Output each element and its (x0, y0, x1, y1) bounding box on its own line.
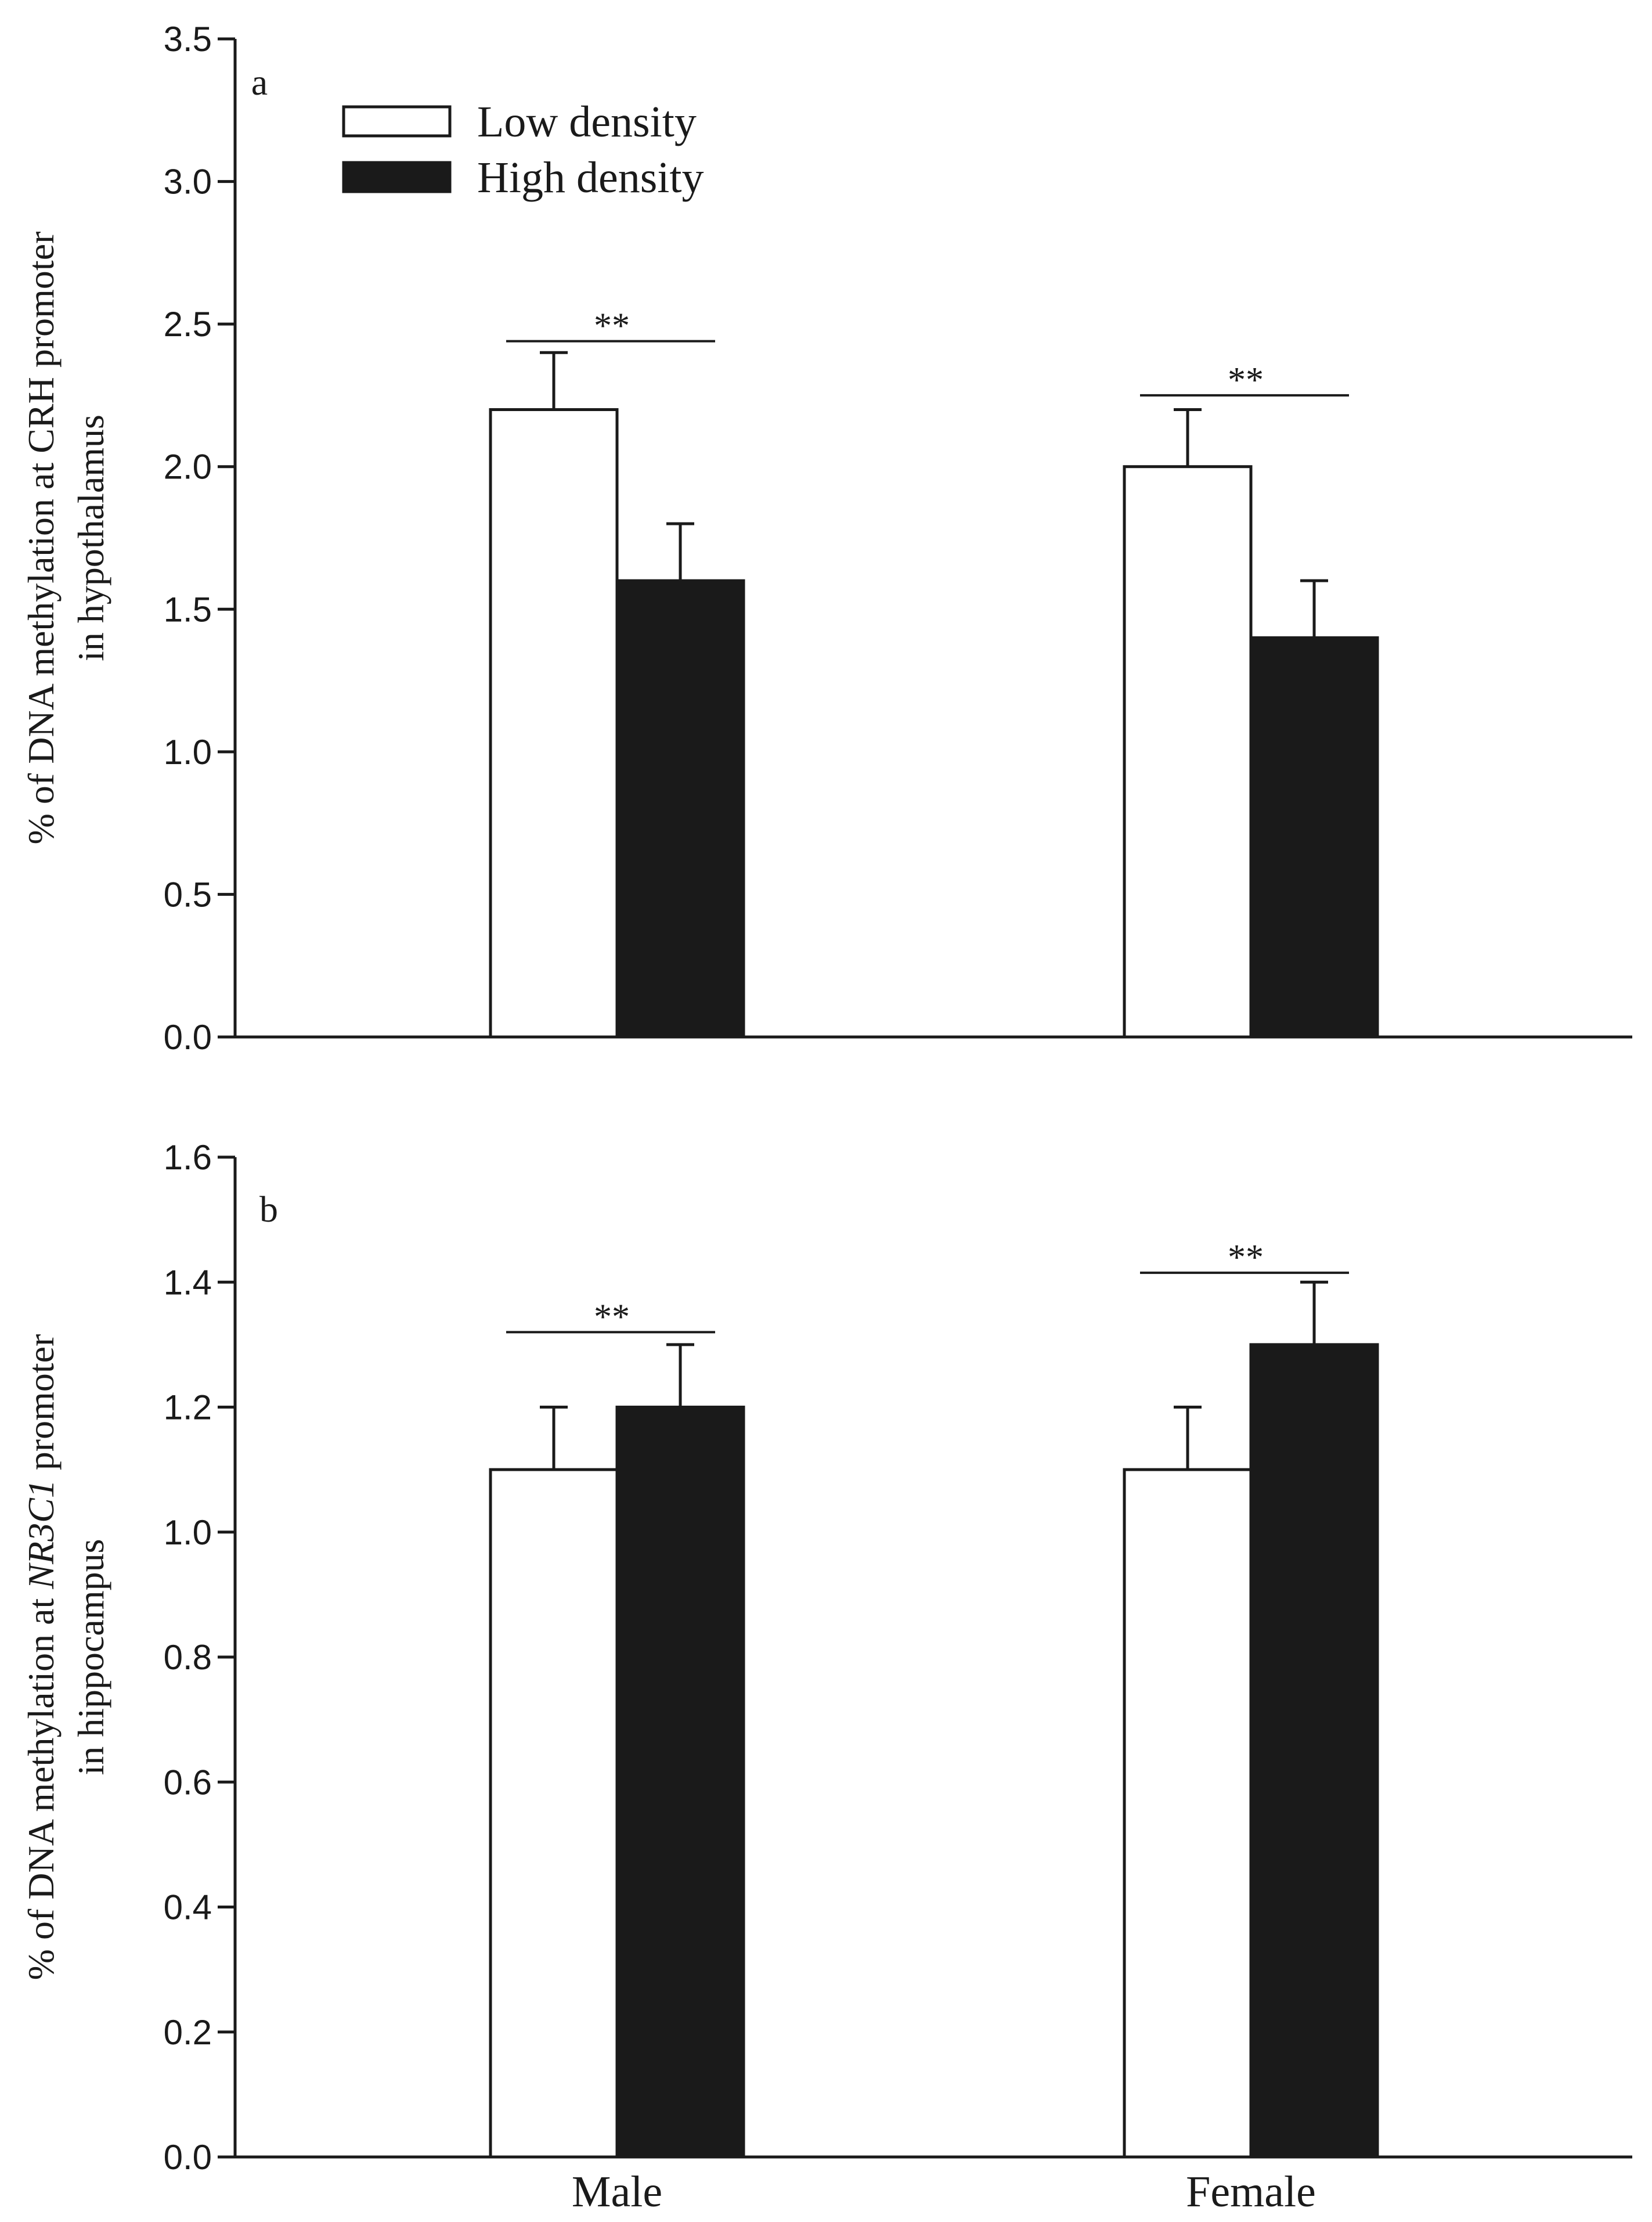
p0-y-tick-label: 0.5 (164, 875, 212, 914)
p0-y-axis-label-segment: in hypothalamus (70, 415, 111, 661)
p0-y-tick-label: 1.0 (164, 733, 212, 772)
p0-y-axis-label-line: in hypothalamus (70, 415, 111, 661)
p1-y-tick-label: 1.0 (164, 1513, 212, 1552)
p0-bar-male-high-density (615, 579, 745, 1039)
p1-y-axis-label-segment: NR3C1 (20, 1479, 62, 1589)
p1-y-tick-label: 1.4 (164, 1263, 212, 1302)
p0-y-tick-label: 1.5 (164, 590, 212, 629)
p0-y-tick-label: 0.0 (164, 1018, 212, 1057)
p0-y-tick-label: 2.0 (164, 448, 212, 487)
p1-y-axis-label-segment: promoter (20, 1334, 62, 1480)
p0-legend-label: Low density (477, 98, 697, 146)
p1-y-axis-label-segment: in hippocampus (70, 1539, 111, 1775)
p0-y-axis-label-segment: % of DNA methylation at CRH promoter (20, 232, 62, 845)
p0-bar-female-low-density (1123, 465, 1253, 1039)
p1-y-tick-label: 0.6 (164, 1763, 212, 1802)
p1-y-axis-label-segment: % of DNA methylation at (20, 1589, 62, 1980)
p0-legend-swatch (342, 105, 452, 138)
p0-y-axis-label-line: % of DNA methylation at CRH promoter (20, 232, 62, 845)
p1-bar-male-high-density (615, 1406, 745, 2159)
p1-y-tick-label: 0.0 (164, 2138, 212, 2177)
p1-bar-female-high-density (1249, 1343, 1379, 2159)
p1-bar-female-low-density (1123, 1468, 1253, 2159)
panel-b: 0.0 0.2 0.4 0.6 0.8 1.0 1.2 1.4 1.6 % of DNA meth… (20, 1138, 1632, 2216)
panel-a: 0.0 0.5 1.0 1.5 2.0 2.5 3.0 3.5 % of DNA methyla… (20, 20, 1632, 1057)
p1-panel-label: b (259, 1189, 278, 1230)
p1-significance-label: ** (1228, 1238, 1264, 1277)
p1-significance-label: ** (594, 1297, 630, 1337)
p0-legend: Low density High density (342, 98, 704, 202)
p0-significance-label: ** (594, 307, 630, 346)
p1-bar-male-low-density (489, 1468, 619, 2159)
p0-legend-label: High density (477, 153, 704, 202)
p1-y-tick-label: 1.2 (164, 1388, 212, 1427)
p1-category-label: Female (1186, 2167, 1316, 2216)
p1-y-tick-label: 0.8 (164, 1638, 212, 1677)
p0-bar-female-high-density (1249, 636, 1379, 1039)
p0-bar-male-low-density (489, 408, 619, 1039)
p1-y-tick-label: 0.4 (164, 1888, 212, 1927)
p1-y-tick-label: 1.6 (164, 1138, 212, 1177)
p0-y-tick-label: 2.5 (164, 305, 212, 344)
p0-panel-label: a (251, 62, 268, 103)
p1-y-tick-label: 0.2 (164, 2013, 212, 2052)
p0-significance-label: ** (1228, 361, 1264, 400)
p1-y-axis-label-line: in hippocampus (70, 1539, 111, 1775)
p0-y-tick-label: 3.5 (164, 20, 212, 59)
p0-y-tick-label: 3.0 (164, 163, 212, 201)
p0-legend-swatch (342, 161, 452, 193)
p1-category-label: Male (572, 2167, 662, 2216)
p1-y-axis-label-line: % of DNA methylation at NR3C1 promoter (20, 1334, 62, 1980)
